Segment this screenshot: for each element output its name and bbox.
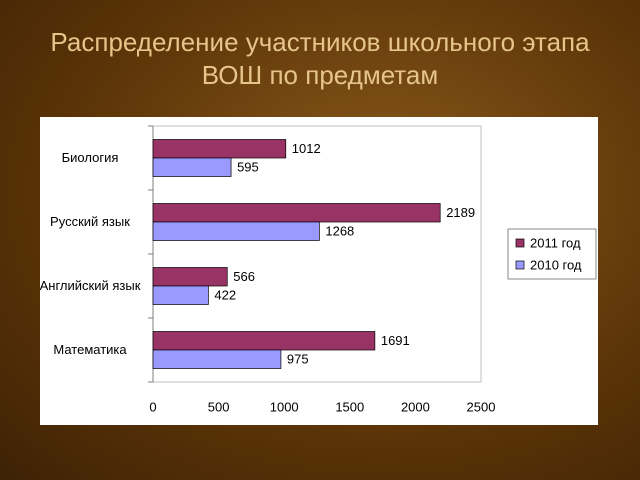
legend-label: 2011 год: [530, 235, 581, 250]
bar: [152, 221, 320, 241]
x-tick-label: 2500: [467, 399, 496, 414]
y-tick-label: Русский язык: [50, 214, 130, 229]
y-tick-label: Английский язык: [39, 278, 141, 293]
legend-swatch: [515, 238, 525, 248]
bar: [152, 267, 228, 287]
bar: [152, 285, 209, 305]
slide-title: Распределение участников школьного этапа…: [50, 27, 590, 90]
bar: [152, 349, 282, 369]
legend-box: [507, 228, 597, 280]
x-tick-label: 2000: [401, 399, 430, 414]
y-tick-label: Биология: [61, 150, 119, 165]
x-tick-label: 500: [208, 399, 230, 414]
data-label: 566: [233, 269, 255, 284]
data-label: 1691: [381, 333, 410, 348]
bar: [152, 157, 232, 177]
bar: [152, 203, 441, 223]
x-tick-label: 1500: [335, 399, 364, 414]
y-tick-label: Математика: [53, 342, 127, 357]
data-label: 595: [237, 160, 259, 175]
legend-label: 2010 год: [530, 257, 582, 272]
data-label: 1012: [292, 141, 321, 156]
x-tick-label: 1000: [270, 399, 299, 414]
data-label: 1268: [325, 224, 354, 239]
bar: [152, 331, 376, 351]
data-label: 975: [287, 352, 309, 367]
bar: [152, 139, 287, 159]
legend-swatch: [515, 260, 525, 270]
data-label: 422: [214, 288, 236, 303]
data-label: 2189: [446, 205, 475, 220]
x-tick-label: 0: [149, 399, 156, 414]
